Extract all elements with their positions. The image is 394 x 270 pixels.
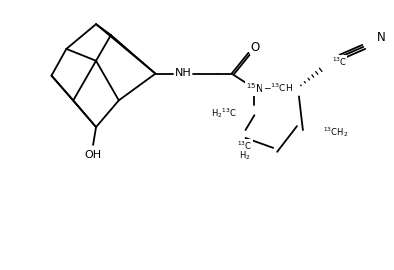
Text: OH: OH — [85, 150, 102, 160]
Text: $^{13}$C: $^{13}$C — [237, 140, 252, 152]
Text: $-$$^{13}$CH: $-$$^{13}$CH — [263, 81, 293, 94]
Text: $^{13}$C: $^{13}$C — [332, 56, 347, 68]
Text: O: O — [251, 41, 260, 55]
Text: H$_2$$^{13}$C: H$_2$$^{13}$C — [211, 106, 236, 120]
Text: $^{15}$N: $^{15}$N — [246, 82, 263, 95]
Text: NH: NH — [175, 68, 191, 78]
Text: N: N — [377, 31, 385, 43]
Text: H$_2$: H$_2$ — [239, 150, 250, 162]
Text: $^{13}$CH$_2$: $^{13}$CH$_2$ — [323, 125, 348, 139]
